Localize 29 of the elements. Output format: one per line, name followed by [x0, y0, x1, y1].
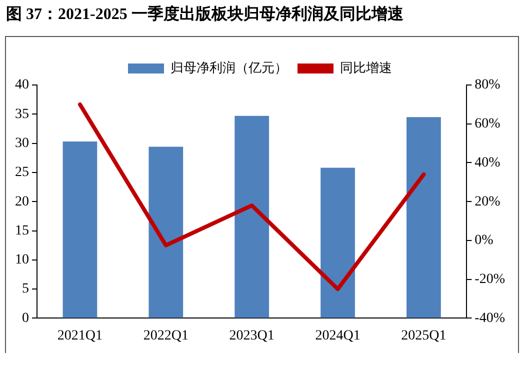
x-tick-label: 2025Q1: [401, 328, 446, 344]
y-tick-label: 20: [15, 194, 29, 210]
chart-title: 图 37：2021-2025 一季度出版板块归母净利润及同比增速: [6, 4, 404, 25]
bar: [62, 142, 98, 318]
y2-tick-label: -40%: [474, 310, 506, 326]
y-tick-label: 15: [15, 223, 29, 238]
y2-tick-label: 60%: [474, 116, 501, 132]
y-tick-label: 10: [15, 252, 29, 268]
y2-tick-label: 80%: [474, 78, 501, 93]
y2-tick-label: 0%: [474, 233, 494, 248]
x-tick-label: 2022Q1: [143, 328, 188, 344]
x-tick-label: 2023Q1: [229, 328, 274, 344]
y-tick-label: 40: [15, 78, 29, 93]
x-tick-label: 2024Q1: [315, 328, 360, 344]
y-tick-label: 5: [22, 282, 29, 297]
y-tick-label: 35: [15, 106, 29, 122]
y2-tick-label: 20%: [474, 194, 501, 210]
bar: [148, 146, 184, 318]
y-tick-label: 25: [15, 165, 29, 180]
y-tick-label: 0: [22, 310, 29, 326]
y2-tick-label: -20%: [474, 272, 506, 288]
x-tick-label: 2021Q1: [57, 328, 103, 344]
bar: [234, 116, 270, 318]
legend-label: 同比增速: [340, 60, 392, 76]
bar: [320, 168, 355, 318]
y2-tick-label: 40%: [474, 155, 501, 170]
legend-label: 归母净利润（亿元）: [170, 60, 288, 76]
bar: [406, 117, 441, 318]
y-tick-label: 30: [15, 136, 29, 151]
